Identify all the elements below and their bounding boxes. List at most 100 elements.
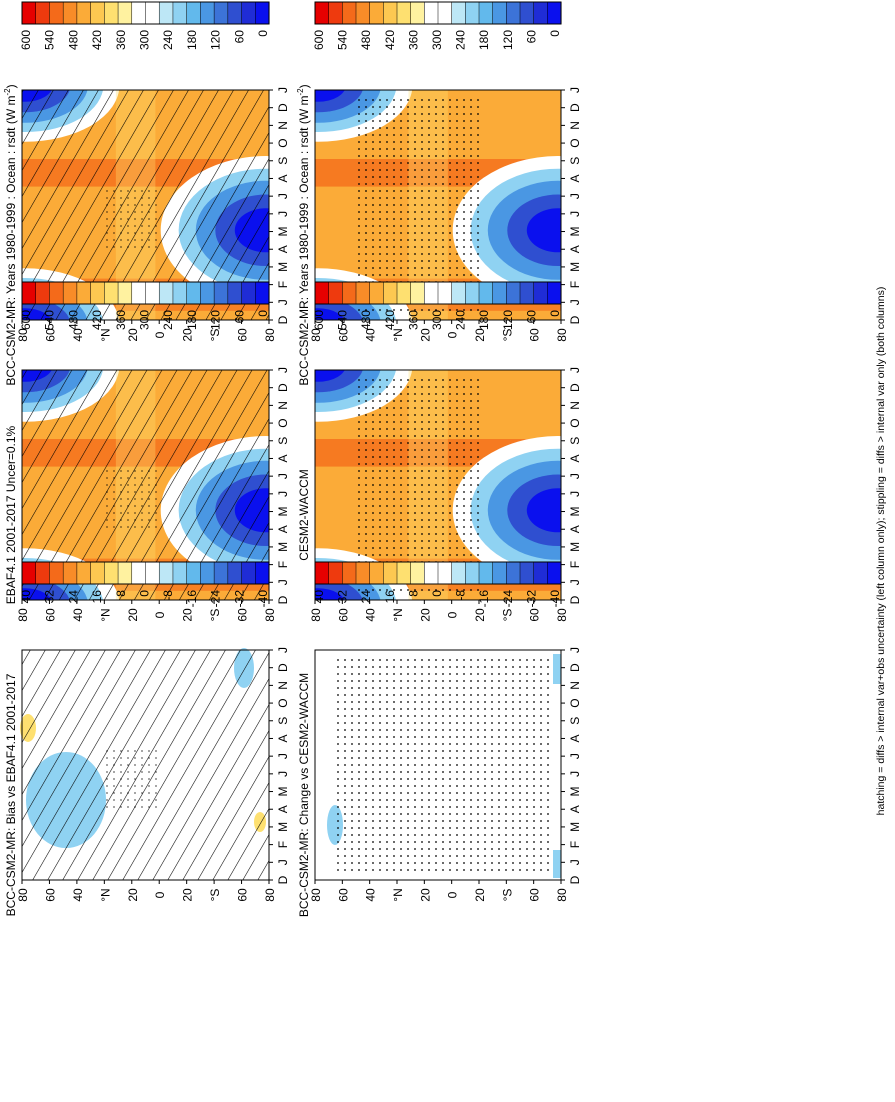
colorbar-label: 24 bbox=[66, 590, 80, 604]
y-tick-label: 80 bbox=[555, 328, 569, 342]
colorbar-swatch bbox=[506, 281, 521, 305]
colorbar-label: -40 bbox=[256, 590, 270, 608]
colorbar-swatch bbox=[104, 1, 119, 25]
colorbar-label: -24 bbox=[501, 590, 515, 608]
colorbar-label: 300 bbox=[138, 310, 152, 330]
colorbar-swatch bbox=[104, 281, 119, 305]
colorbar-frame bbox=[314, 1, 562, 25]
colorbar-swatch bbox=[314, 281, 330, 305]
colorbar-swatch bbox=[506, 561, 521, 585]
colorbar-label: 600 bbox=[312, 30, 326, 50]
y-tick-label: 60 bbox=[43, 888, 57, 902]
x-tick-label: J bbox=[568, 579, 582, 585]
x-tick-label: F bbox=[276, 561, 290, 568]
x-tick-label: D bbox=[276, 315, 290, 324]
colorbar-label: 480 bbox=[66, 30, 80, 50]
x-tick-label: M bbox=[568, 227, 582, 237]
plot-frame bbox=[314, 649, 562, 881]
colorbar-label: 60 bbox=[232, 30, 246, 44]
x-tick-label: F bbox=[568, 561, 582, 568]
colorbar-swatch bbox=[465, 561, 480, 585]
panel-title-main: BCC-CSM2-MR: Years 1980-1999 : Ocean : r… bbox=[297, 96, 311, 386]
colorbar-swatch bbox=[383, 561, 398, 585]
colorbar-swatch bbox=[255, 281, 270, 305]
colorbar-label: 540 bbox=[336, 310, 350, 330]
colorbar-swatch bbox=[547, 1, 562, 25]
y-tick-label: 0 bbox=[446, 891, 460, 898]
x-tick-label: F bbox=[276, 841, 290, 848]
colorbar-swatch bbox=[492, 1, 507, 25]
x-tick-label: J bbox=[276, 87, 290, 93]
colorbar-label: 24 bbox=[359, 590, 373, 604]
colorbar-label: 32 bbox=[336, 590, 350, 604]
x-tick-label: O bbox=[568, 138, 582, 147]
colorbar-label: 0 bbox=[430, 590, 444, 597]
y-tick-label: 20 bbox=[181, 608, 195, 622]
colorbar-swatch bbox=[465, 1, 480, 25]
x-tick-label: M bbox=[276, 507, 290, 517]
x-tick-label: A bbox=[276, 525, 290, 533]
y-tick-label: °N bbox=[391, 608, 405, 621]
colorbar-middle-right: 600 540 480 420 360 300 240 180 120 60 0 bbox=[312, 281, 562, 330]
colorbar-label: 180 bbox=[185, 310, 199, 330]
colorbar-label: -16 bbox=[477, 590, 491, 608]
colorbar-swatch bbox=[396, 561, 412, 585]
x-tick-label: F bbox=[568, 281, 582, 288]
y-tick-label: 60 bbox=[336, 888, 350, 902]
x-tick-label: A bbox=[568, 734, 582, 742]
colorbar-swatch bbox=[328, 561, 343, 585]
colorbar-label: 40 bbox=[312, 590, 326, 604]
colorbar-swatch bbox=[200, 281, 215, 305]
y-tick-label: 20 bbox=[126, 888, 140, 902]
panel-title-main: CESM2-WACCM bbox=[297, 469, 311, 561]
x-tick-label: S bbox=[276, 157, 290, 165]
x-tick-label: A bbox=[568, 805, 582, 813]
colorbar-label: 480 bbox=[66, 310, 80, 330]
colorbar-swatch bbox=[369, 561, 384, 585]
x-tick-label: J bbox=[276, 299, 290, 305]
colorbar-swatch bbox=[145, 281, 160, 305]
colorbar-label: 420 bbox=[90, 30, 104, 50]
colorbar-label: 8 bbox=[406, 590, 420, 597]
x-tick-label: J bbox=[276, 491, 290, 497]
x-tick-label: D bbox=[568, 383, 582, 392]
colorbar-swatch bbox=[328, 1, 343, 25]
colorbar-frame bbox=[21, 561, 270, 585]
x-tick-label: D bbox=[568, 875, 582, 884]
colorbar-swatch bbox=[492, 281, 507, 305]
x-tick-label: J bbox=[276, 771, 290, 777]
y-tick-label: 80 bbox=[16, 888, 30, 902]
colorbar-swatch bbox=[451, 281, 466, 305]
colorbar-label: 600 bbox=[19, 310, 33, 330]
panel-title: BCC-CSM2-MR: Bias vs EBAF4.1 2001-2017 bbox=[4, 673, 18, 916]
colorbar-label: 0 bbox=[256, 30, 270, 37]
y-tick-label: 80 bbox=[309, 608, 323, 622]
colorbar-label: 480 bbox=[359, 30, 373, 50]
colorbar-label: 540 bbox=[43, 310, 57, 330]
colorbar-swatch bbox=[131, 281, 147, 305]
y-tick-label: 0 bbox=[446, 331, 460, 338]
x-tick-label: M bbox=[276, 262, 290, 272]
colorbar-label: 0 bbox=[138, 590, 152, 597]
colorbar-swatch bbox=[76, 281, 92, 305]
x-tick-label: J bbox=[276, 211, 290, 217]
stippling-overlay bbox=[102, 750, 162, 810]
colorbar-label: 420 bbox=[383, 310, 397, 330]
colorbar-label: -32 bbox=[232, 590, 246, 608]
colorbar-swatch bbox=[213, 1, 229, 25]
colorbar-swatch bbox=[227, 1, 243, 25]
x-tick-label: O bbox=[568, 698, 582, 707]
colorbar-label: -8 bbox=[454, 590, 468, 601]
colorbar-label: 240 bbox=[161, 30, 175, 50]
x-tick-label: D bbox=[276, 595, 290, 604]
y-tick-label: 80 bbox=[555, 888, 569, 902]
x-tick-label: O bbox=[276, 418, 290, 427]
colorbar-label: 540 bbox=[336, 30, 350, 50]
panel-title-tail: ) bbox=[297, 84, 311, 88]
colorbar-swatch bbox=[172, 561, 188, 585]
x-tick-label: J bbox=[276, 367, 290, 373]
colorbar-label: 300 bbox=[430, 30, 444, 50]
colorbar-swatch bbox=[314, 561, 330, 585]
x-tick-label: J bbox=[568, 299, 582, 305]
y-tick-label: 80 bbox=[263, 328, 277, 342]
